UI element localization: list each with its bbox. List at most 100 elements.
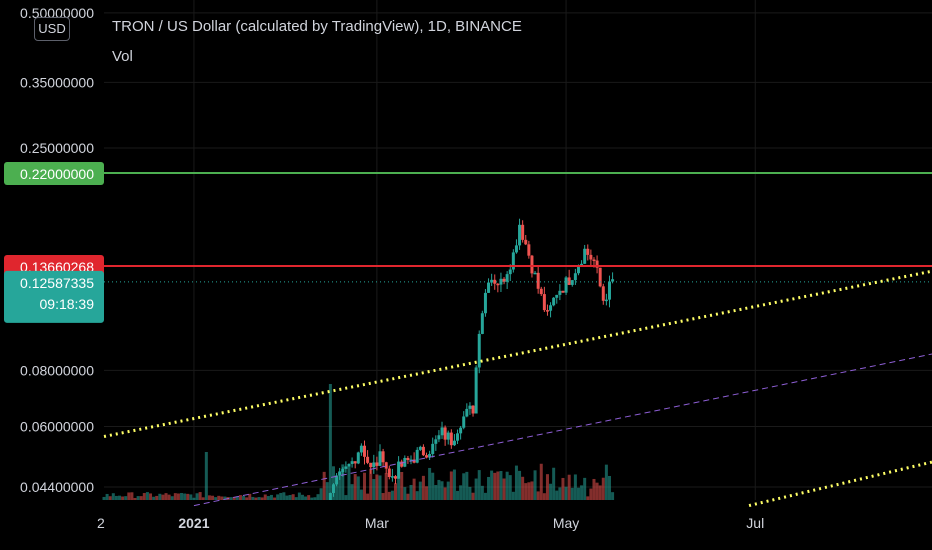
volume-bar [406,493,410,500]
volume-bar [139,496,143,500]
volume-bar [195,493,199,500]
volume-indicator-label[interactable]: Vol [112,48,133,65]
candle-body [356,452,360,464]
volume-bar [555,490,559,500]
candle-body [415,449,419,463]
volume-bar [152,496,156,500]
candle-body [530,255,534,274]
volume-bar [589,488,593,500]
volume-bar [291,494,295,500]
candle-body [347,463,351,467]
volume-bar [434,485,438,500]
candle-body [511,252,515,270]
time-tick-label: May [553,515,579,531]
volume-bar [288,494,292,500]
volume-bar [260,497,264,500]
candle-body [397,461,401,479]
volume-bar [214,497,218,500]
candle-body [483,292,487,314]
volume-bar [561,477,565,500]
candle-body [381,451,385,463]
volume-bar [229,497,233,500]
candle-body [496,283,500,286]
candle-body [387,468,391,477]
candle-body [431,443,435,454]
volume-bar [452,469,456,500]
volume-bar [276,494,280,500]
candle-body [418,446,422,450]
volume-bar [273,497,277,500]
price-axis[interactable]: 0.50000000 0.35000000 0.25000000 0.08000000… [20,5,94,495]
candle-body [604,299,608,302]
candle-body [344,466,348,469]
candle-body [558,290,562,295]
volume-bar [319,488,323,500]
volume-bar [521,476,525,500]
volume-bar [204,452,208,500]
volume-bar [121,496,125,500]
candle-body [366,456,370,463]
volume-bar [189,494,193,500]
volume-bar [344,495,348,500]
volume-bar [576,487,580,500]
volume-bar [111,493,115,500]
volume-bar [431,472,435,500]
trend-line [748,460,932,508]
candle-body [443,427,447,440]
volume-bar [514,465,518,500]
candle-body [580,263,584,266]
volume-bar [387,491,391,500]
volume-bar [378,475,382,500]
volume-bar [186,493,190,500]
volume-bar [263,494,267,500]
candle-body [459,427,463,434]
volume-bar [462,473,466,500]
candle-body [570,280,574,285]
volume-bar [409,484,413,500]
candle-body [611,279,615,282]
volume-bar [300,494,304,500]
candle-body [456,433,460,441]
volume-bar [390,490,394,500]
candle-body [505,274,509,282]
volume-bar [238,495,242,500]
price-tick-label: 0.50000000 [20,5,94,21]
last-price-marker-label: 09:18:39 [40,296,95,312]
volume-bar [127,492,131,500]
symbol-legend[interactable]: TRON / US Dollar (calculated by TradingV… [112,18,522,35]
volume-bar [536,491,540,500]
volume-bar [211,495,215,500]
candle-body [338,471,342,476]
candle-body [425,455,429,458]
candle-body [452,440,456,446]
candle-body [353,461,357,464]
volume-bar [251,496,255,500]
volume-bar [328,384,332,500]
candle-body [592,259,596,261]
candle-body [502,278,506,282]
candle-body [573,273,577,281]
volume-bar [257,497,261,500]
volume-bar [130,492,134,500]
candle-body [378,451,382,466]
volume-bar [285,495,289,500]
candle-body [552,297,556,306]
candle-body [487,282,491,293]
volume-bar [483,492,487,500]
currency-button[interactable]: USD [34,17,70,41]
volume-bar [381,493,385,500]
last-price-marker-label: 0.12587335 [20,275,94,291]
candle-body [406,457,410,461]
volume-bar [471,492,475,500]
chart-grid [104,0,932,500]
candle-body [589,254,593,260]
time-axis[interactable]: 2 2021 Mar May Jul [97,515,764,531]
candle-body [524,239,528,245]
volume-bar [607,475,611,500]
volume-bar [580,485,584,500]
candle-body [440,427,444,436]
volume-bar [313,497,317,500]
